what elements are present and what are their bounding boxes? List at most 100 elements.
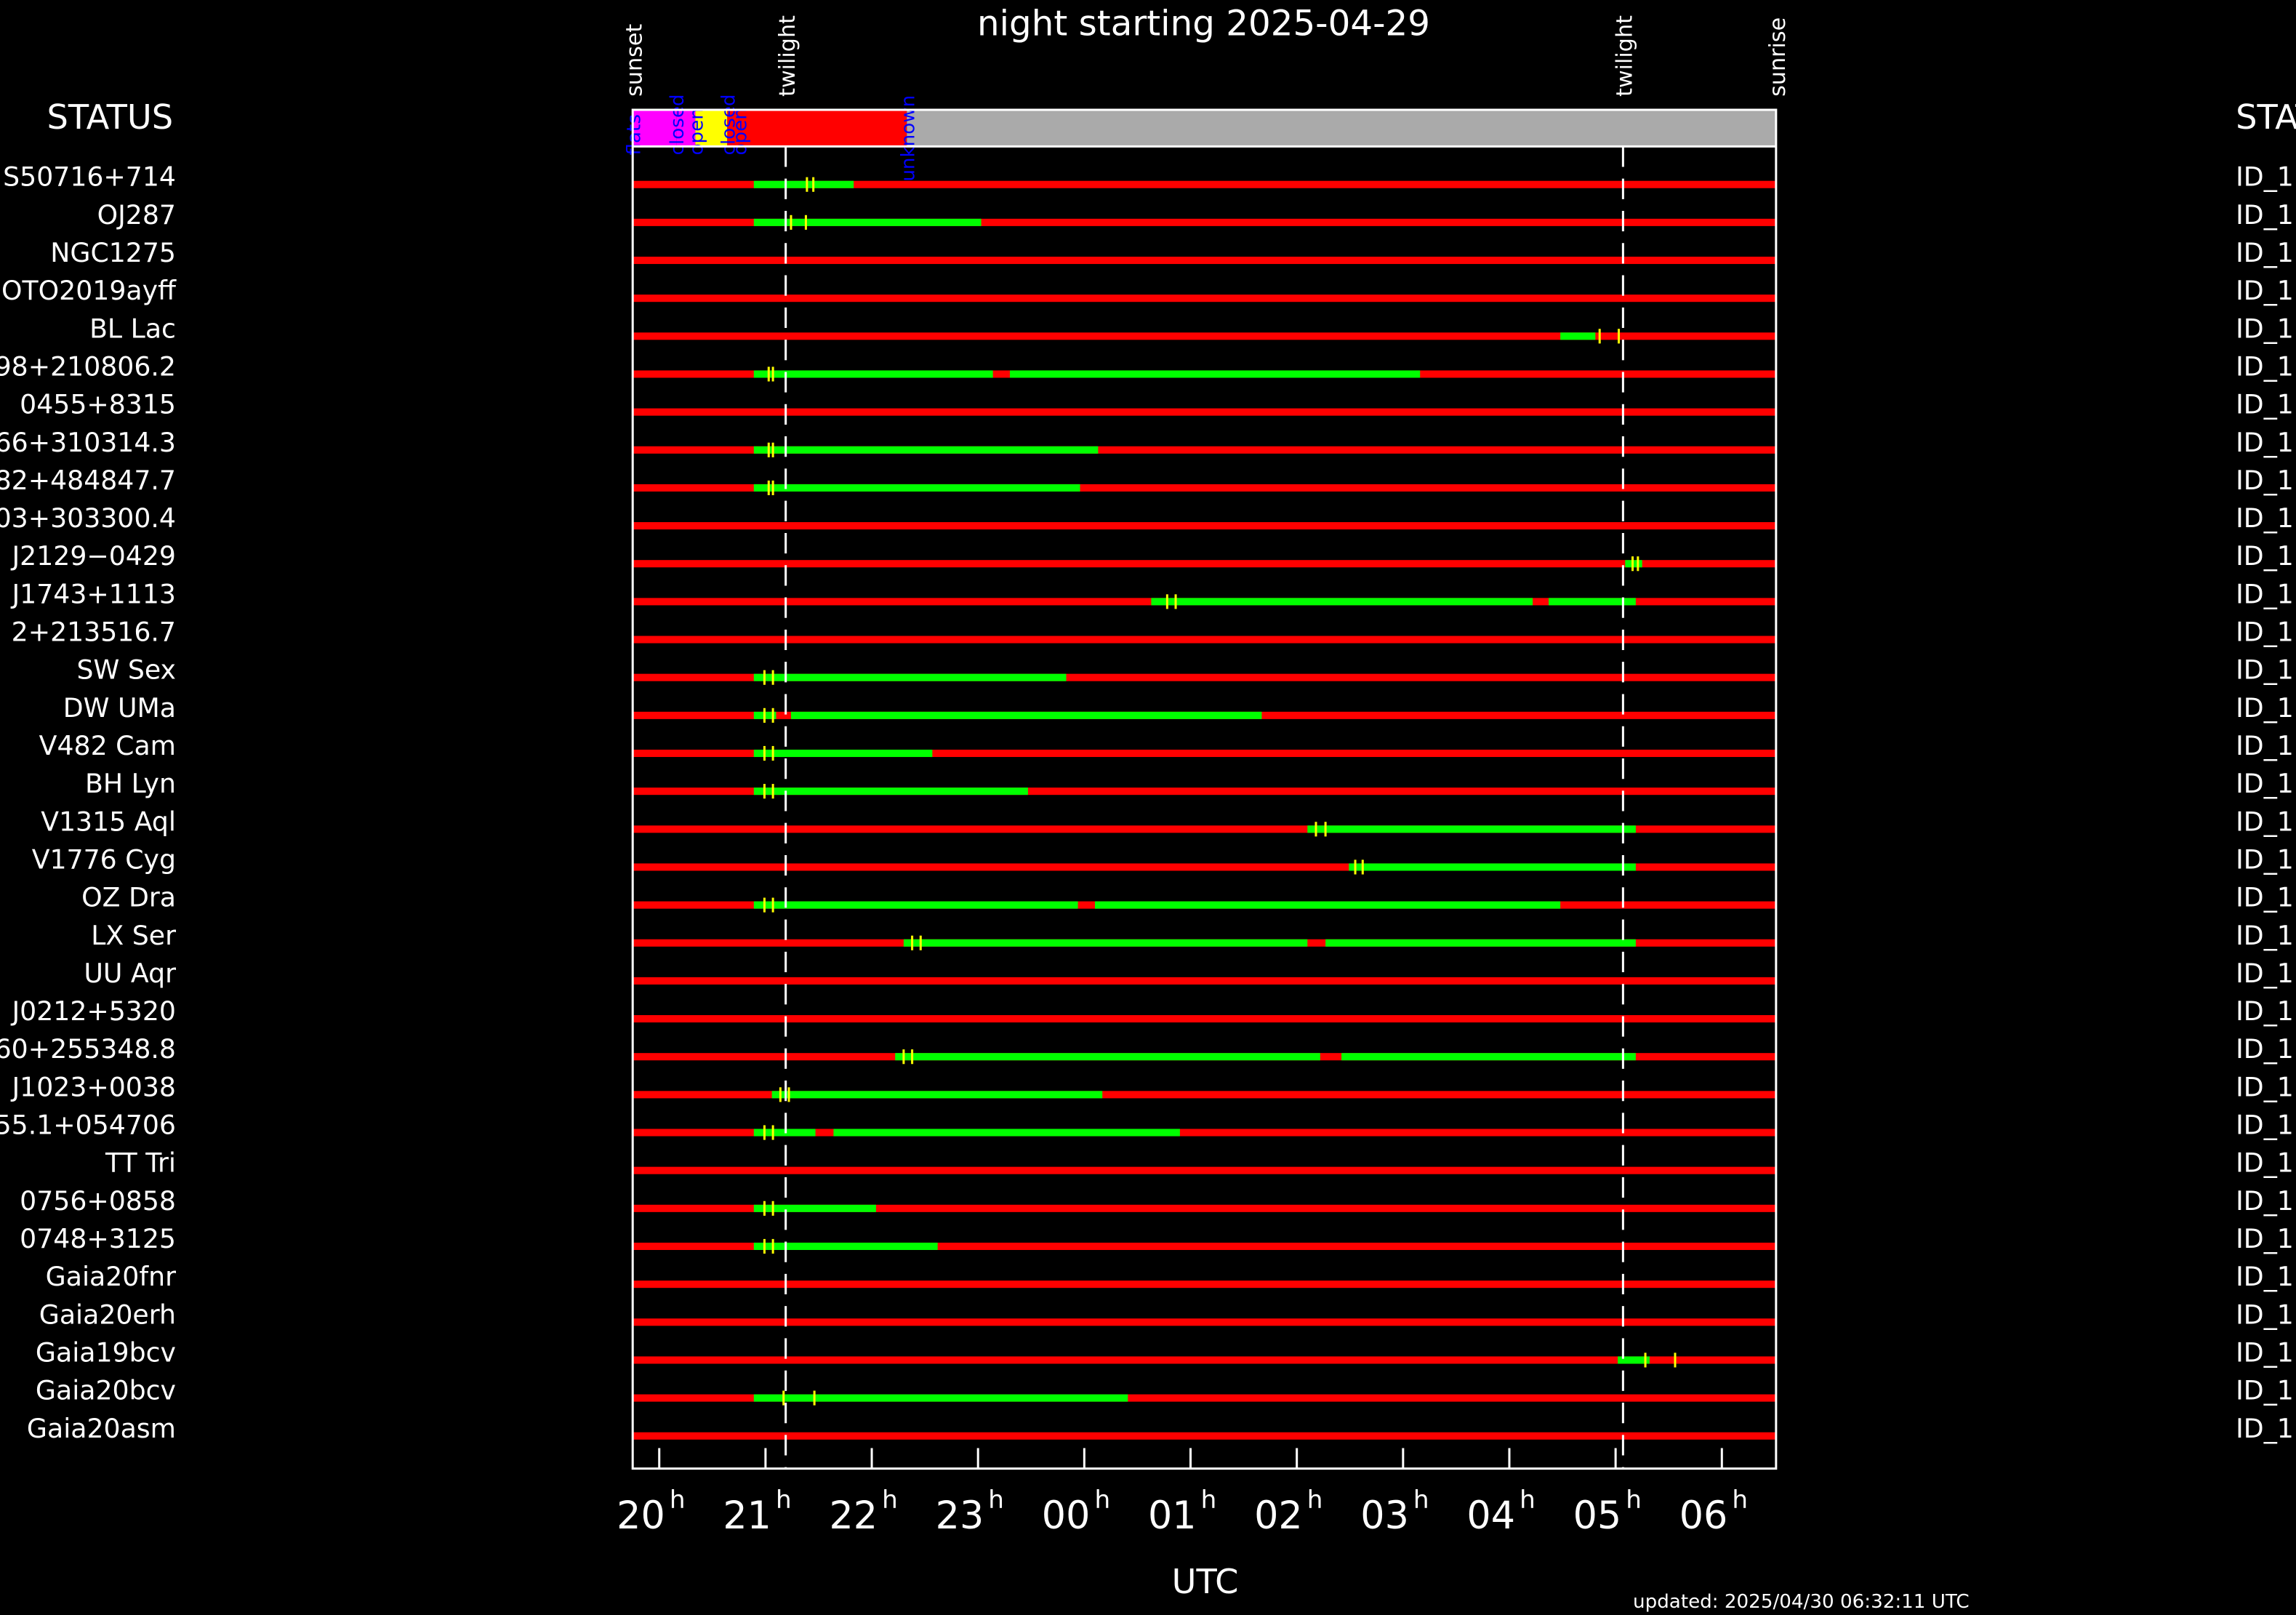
row-name: J1743+1113 bbox=[10, 578, 175, 609]
row-base bbox=[633, 256, 1776, 265]
row-name: Gaia20erh bbox=[39, 1299, 176, 1330]
row-base bbox=[633, 180, 1776, 188]
x-tick-label: 22 bbox=[830, 1494, 878, 1538]
visibility-window bbox=[753, 901, 1078, 909]
row-id: ID_1 bbox=[2236, 806, 2294, 837]
row-id: ID_1 bbox=[2236, 237, 2294, 268]
row-base bbox=[633, 1166, 1776, 1174]
row-id: ID_1 bbox=[2236, 1299, 2294, 1330]
row-base bbox=[633, 863, 1776, 871]
row-id: ID_1 bbox=[2236, 578, 2294, 609]
updated-note: updated: 2025/04/30 06:32:11 UTC bbox=[1633, 1591, 1970, 1613]
visibility-window bbox=[753, 446, 1099, 454]
row-id: ID_1 bbox=[2236, 654, 2294, 686]
status-label: flats bbox=[623, 114, 645, 155]
row-name: 03+303300.4 bbox=[0, 502, 176, 534]
visibility-window bbox=[1349, 863, 1636, 871]
row-base bbox=[633, 332, 1776, 340]
row-id: ID_1 bbox=[2236, 843, 2294, 875]
row-base bbox=[633, 522, 1776, 530]
row-name: GOTO2019ayff bbox=[0, 275, 177, 306]
visibility-window bbox=[790, 711, 1262, 719]
x-tick-unit: h bbox=[670, 1486, 686, 1515]
row-base bbox=[633, 1432, 1776, 1440]
row-id: ID_1 bbox=[2236, 540, 2294, 572]
x-tick-unit: h bbox=[1094, 1486, 1110, 1515]
row-id: ID_1 bbox=[2236, 920, 2294, 951]
visibility-window bbox=[895, 1053, 1320, 1061]
x-tick-unit: h bbox=[988, 1486, 1004, 1515]
row-id: ID_1 bbox=[2236, 692, 2294, 724]
chart-title: night starting 2025-04-29 bbox=[977, 3, 1430, 44]
row-id: ID_1 bbox=[2236, 1110, 2294, 1141]
status-segment bbox=[633, 110, 677, 147]
row-base bbox=[633, 673, 1776, 681]
row-base bbox=[633, 408, 1776, 416]
visibility-window bbox=[753, 1204, 876, 1212]
visibility-window bbox=[753, 484, 1080, 492]
plot-frame bbox=[631, 108, 1778, 1470]
x-tick-unit: h bbox=[1201, 1486, 1217, 1515]
row-name: DW UMa bbox=[63, 692, 176, 724]
x-tick-label: 04 bbox=[1466, 1494, 1515, 1538]
x-tick-label: 05 bbox=[1573, 1494, 1622, 1538]
status-label: unknown bbox=[897, 95, 919, 182]
row-name: J1023+0038 bbox=[10, 1071, 175, 1102]
visibility-window bbox=[1341, 1053, 1636, 1061]
row-name: V1776 Cyg bbox=[32, 843, 176, 875]
visibility-window bbox=[753, 1394, 1128, 1402]
row-id: ID_1 bbox=[2236, 389, 2294, 420]
x-tick-unit: h bbox=[776, 1486, 792, 1515]
row-id: ID_1 bbox=[2236, 1337, 2294, 1368]
row-name: Gaia19bcv bbox=[36, 1337, 176, 1368]
row-name: J0212+5320 bbox=[10, 995, 175, 1027]
visibility-window bbox=[753, 788, 1028, 796]
row-id: ID_1 bbox=[2236, 1185, 2294, 1217]
row-name: BL Lac bbox=[89, 313, 176, 344]
row-name: OZ Dra bbox=[81, 882, 176, 913]
row-base bbox=[633, 1091, 1776, 1099]
row-name: 0748+3125 bbox=[20, 1223, 176, 1254]
status-segment bbox=[727, 110, 739, 147]
event-label: twilight bbox=[1612, 15, 1637, 97]
visibility-window bbox=[771, 1091, 1103, 1099]
row-base bbox=[633, 1129, 1776, 1137]
row-id: ID_1 bbox=[2236, 161, 2294, 193]
visibility-window bbox=[753, 1242, 938, 1251]
row-id: ID_1 bbox=[2236, 1071, 2294, 1102]
x-tick-label: 00 bbox=[1042, 1494, 1091, 1538]
x-tick-label: 20 bbox=[617, 1494, 665, 1538]
row-name: 60+255348.8 bbox=[0, 1033, 176, 1065]
x-tick-unit: h bbox=[1732, 1486, 1748, 1515]
visibility-window bbox=[753, 370, 993, 378]
x-tick-label: 01 bbox=[1148, 1494, 1197, 1538]
status-label: open bbox=[729, 108, 751, 155]
row-base bbox=[633, 446, 1776, 454]
visibility-window bbox=[833, 1129, 1180, 1137]
row-id: ID_1 bbox=[2236, 1147, 2294, 1179]
visibility-window bbox=[753, 673, 1067, 681]
visibility-window bbox=[1094, 901, 1561, 909]
row-base bbox=[633, 1015, 1776, 1023]
row-base bbox=[633, 1318, 1776, 1326]
row-id: ID_1 bbox=[2236, 995, 2294, 1027]
row-base bbox=[633, 749, 1776, 758]
visibility-window bbox=[753, 218, 982, 226]
x-tick-label: 21 bbox=[723, 1494, 771, 1538]
row-name: BH Lyn bbox=[85, 768, 176, 799]
row-base bbox=[633, 1394, 1776, 1402]
row-name: UU Aqr bbox=[84, 958, 176, 989]
row-name: 0455+8315 bbox=[20, 389, 176, 420]
row-base bbox=[633, 977, 1776, 985]
status-label: closed bbox=[667, 94, 689, 155]
status-segment bbox=[907, 110, 1776, 147]
x-tick-unit: h bbox=[1626, 1486, 1642, 1515]
x-tick-label: 23 bbox=[936, 1494, 984, 1538]
row-name: S50716+714 bbox=[3, 161, 176, 193]
event-label: sunset bbox=[622, 24, 647, 97]
row-base bbox=[633, 788, 1776, 796]
row-name: LX Ser bbox=[91, 920, 176, 951]
row-id: ID_1 bbox=[2236, 199, 2294, 231]
event-label: sunrise bbox=[1765, 17, 1791, 97]
x-tick-unit: h bbox=[882, 1486, 898, 1515]
